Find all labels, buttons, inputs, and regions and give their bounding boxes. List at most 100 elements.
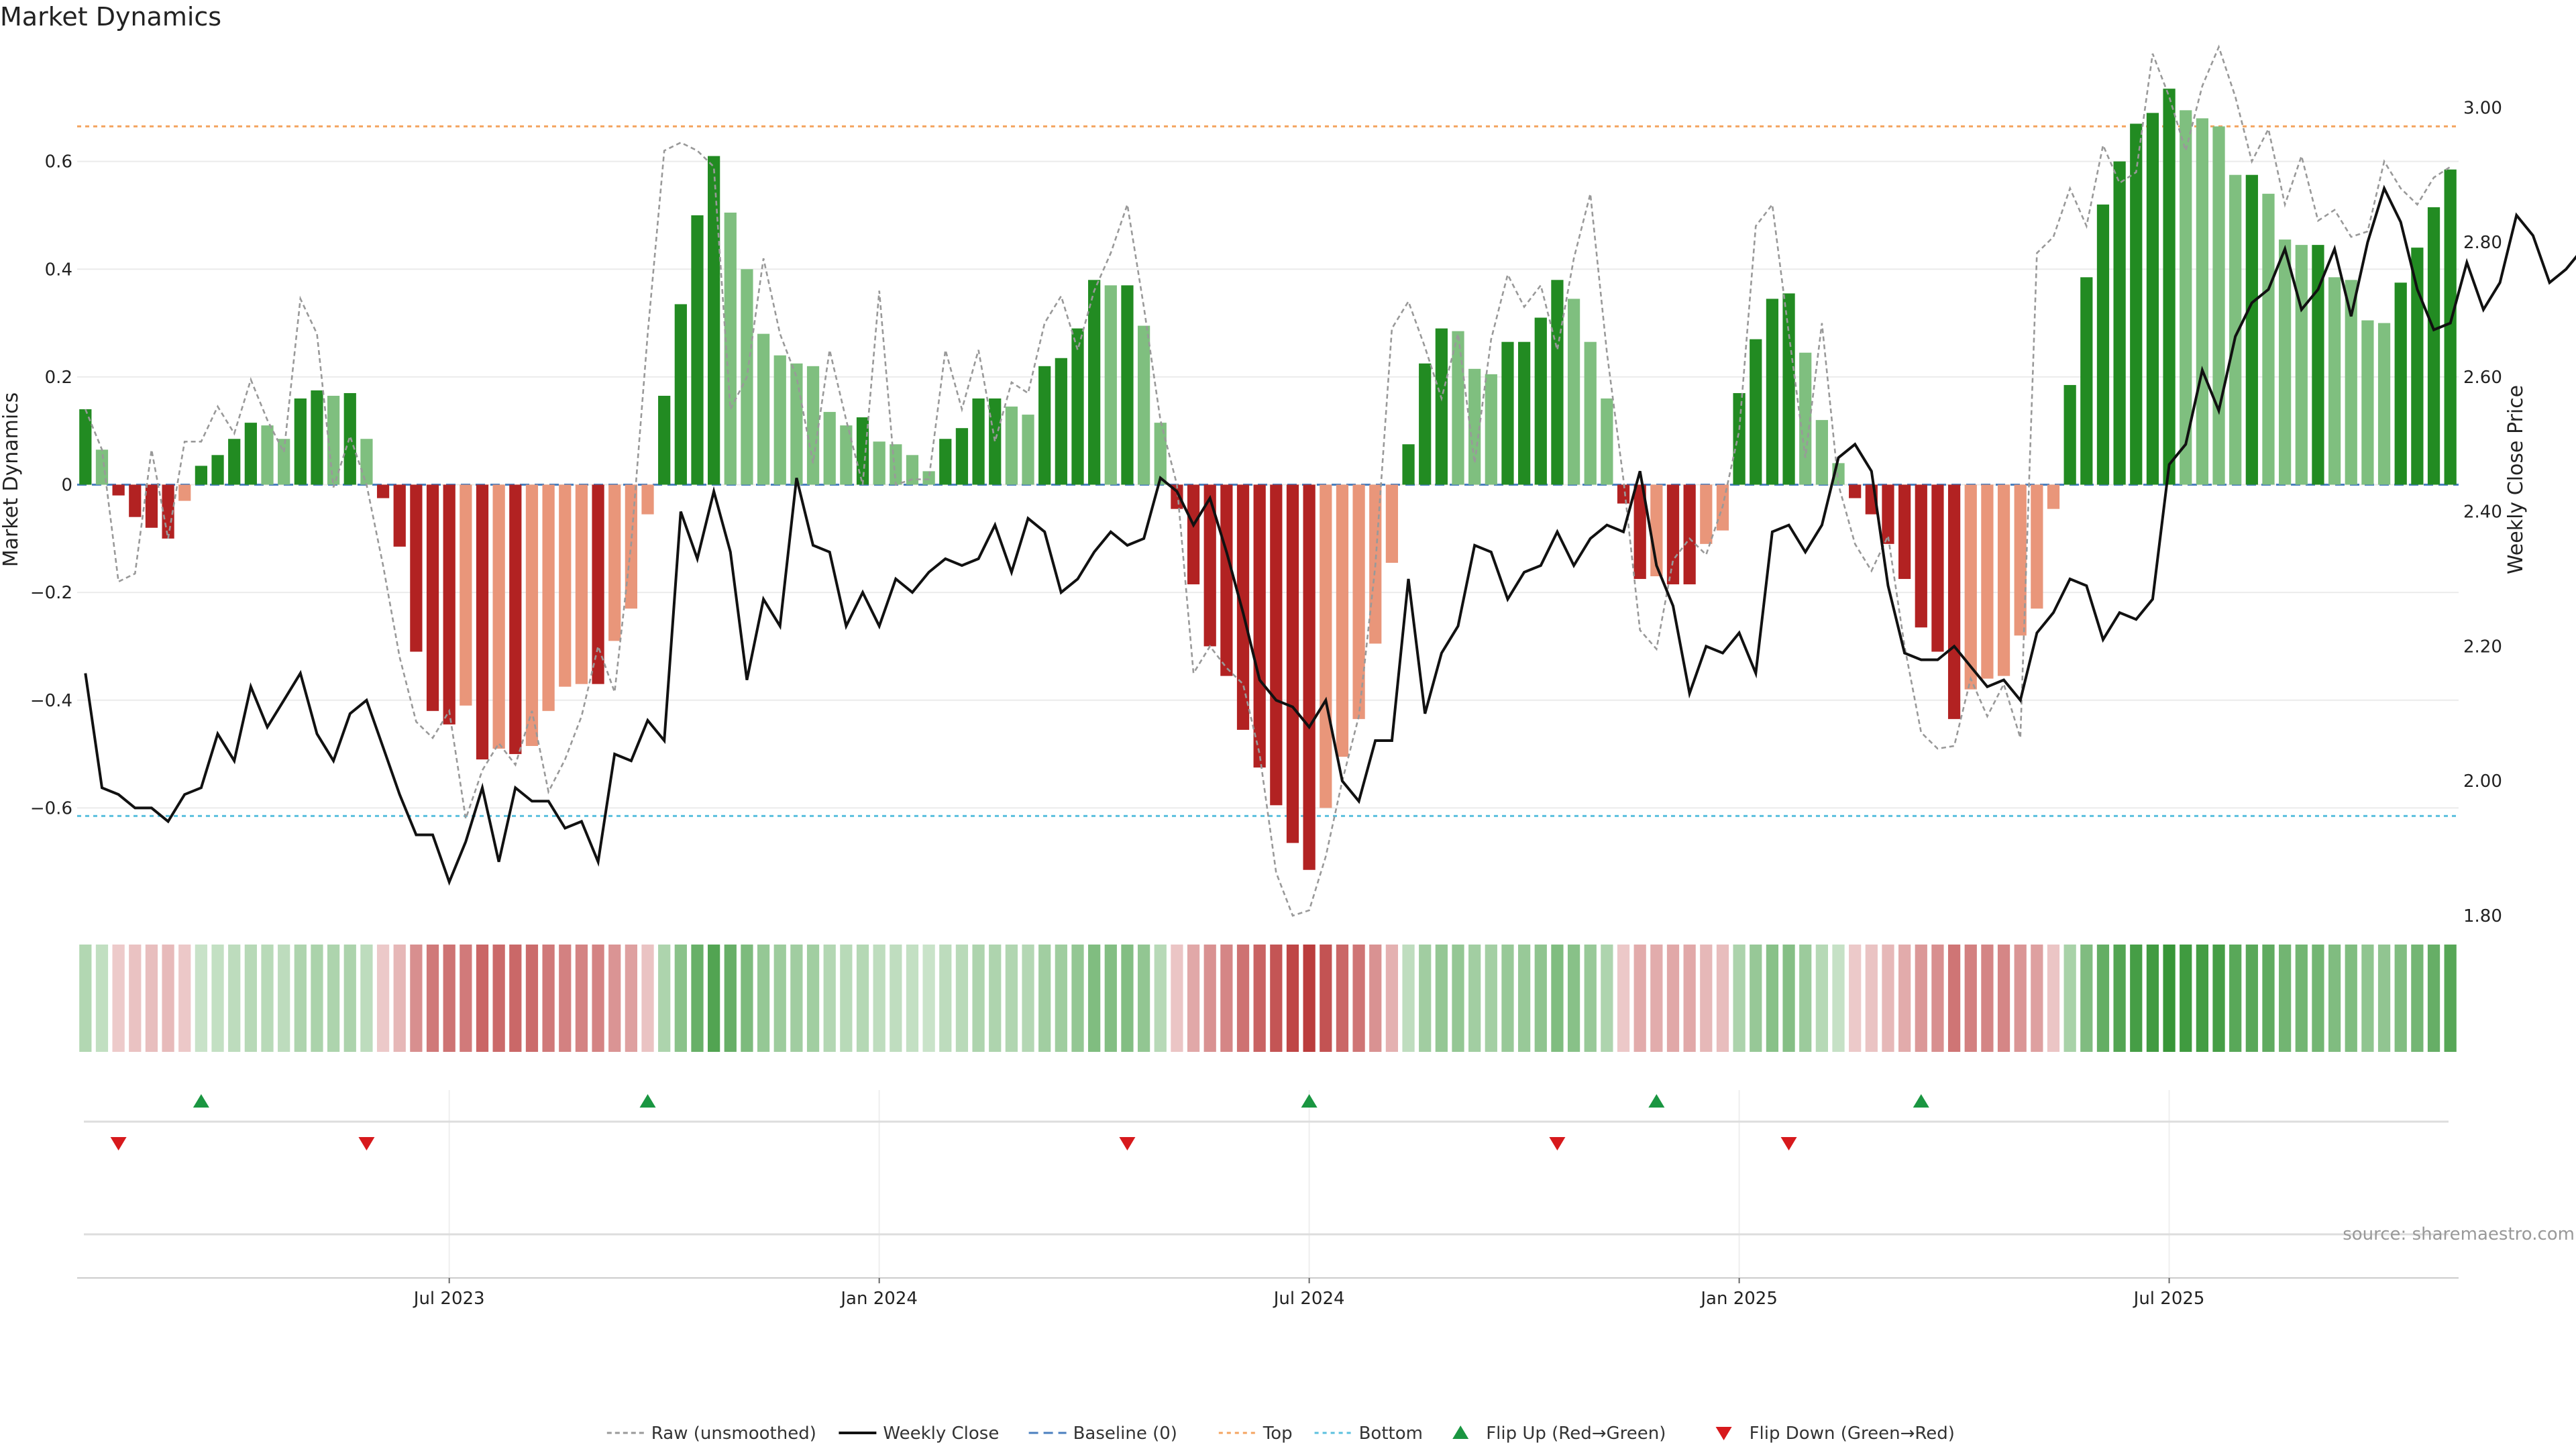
heat-cell-116 [1997, 945, 2010, 1052]
heat-cell-123 [2113, 945, 2126, 1052]
heat-cell-41 [757, 945, 770, 1052]
heat-cell-112 [1931, 945, 1944, 1052]
heat-cell-93 [1617, 945, 1630, 1052]
bar-72 [1270, 484, 1283, 806]
bar-141 [2411, 248, 2424, 485]
bar-19 [393, 484, 406, 547]
heat-cell-97 [1683, 945, 1696, 1052]
source-note: source: sharemaestro.com [2343, 1224, 2575, 1244]
heat-cell-143 [2444, 945, 2457, 1052]
x-axis-ticks: Jul 2023 Jan 2024 Jul 2024 Jan 2025 Jul 2025 [413, 1278, 2204, 1309]
bar-92 [1601, 398, 1613, 485]
x-tick-label-0: Jul 2023 [413, 1289, 485, 1309]
heat-cell-38 [708, 945, 720, 1052]
heat-cell-66 [1171, 945, 1183, 1052]
heat-cell-86 [1501, 945, 1514, 1052]
heat-cell-10 [244, 945, 257, 1052]
bar-59 [1055, 358, 1067, 485]
left-tick-label-2: −0.2 [30, 583, 72, 603]
heat-cell-74 [1303, 945, 1316, 1052]
left-tick-label-1: −0.4 [30, 691, 72, 711]
bar-49 [890, 444, 902, 485]
heat-cell-98 [1700, 945, 1713, 1052]
legend-item-flip_down: Flip Down (Green→Red) [1715, 1424, 1955, 1444]
heat-cell-0 [79, 945, 92, 1052]
bar-0 [79, 409, 92, 485]
heat-cell-16 [343, 945, 356, 1052]
flip-up-marker-2 [1301, 1094, 1318, 1108]
bar-18 [376, 484, 390, 498]
bar-89 [1551, 280, 1564, 485]
bar-26 [509, 484, 522, 755]
heat-cell-69 [1220, 945, 1233, 1052]
bar-93 [1617, 484, 1630, 504]
heat-cell-56 [1005, 945, 1018, 1052]
flip-down-marker-0 [110, 1137, 127, 1150]
bar-140 [2394, 282, 2407, 485]
bar-70 [1236, 484, 1250, 730]
raw-unsmoothed-line [85, 44, 2451, 917]
bar-17 [360, 439, 373, 485]
bar-109 [1882, 484, 1894, 544]
bar-42 [773, 355, 786, 485]
bar-123 [2113, 161, 2126, 485]
flip-down-marker-2 [1119, 1137, 1136, 1150]
bar-120 [2063, 384, 2076, 485]
bar-133 [2279, 239, 2292, 485]
bar-139 [2377, 323, 2391, 485]
heat-cell-11 [261, 945, 274, 1052]
heat-cell-32 [608, 945, 621, 1052]
bar-135 [2312, 245, 2324, 485]
heat-cell-131 [2245, 945, 2258, 1052]
heat-cell-87 [1517, 945, 1531, 1052]
heat-cell-33 [625, 945, 637, 1052]
heat-cell-52 [939, 945, 952, 1052]
heat-cell-44 [806, 945, 820, 1052]
right-tick-label-2: 2.20 [2463, 637, 2502, 657]
bar-134 [2295, 245, 2308, 485]
bar-102 [1766, 299, 1779, 485]
bar-4 [145, 484, 158, 528]
bar-10 [244, 423, 257, 485]
heat-cell-91 [1584, 945, 1597, 1052]
heat-cell-58 [1038, 945, 1051, 1052]
heat-cell-28 [542, 945, 555, 1052]
bar-121 [2080, 277, 2093, 485]
right-tick-label-5: 2.80 [2463, 233, 2502, 253]
heat-cell-88 [1534, 945, 1547, 1052]
heat-cell-115 [1981, 945, 1994, 1052]
heat-cell-68 [1203, 945, 1216, 1052]
bar-54 [972, 398, 985, 485]
bar-6 [178, 484, 191, 501]
bar-52 [939, 439, 952, 485]
heat-cell-107 [1849, 945, 1862, 1052]
bar-84 [1468, 368, 1481, 485]
heat-cell-117 [2014, 945, 2027, 1052]
heat-cell-82 [1435, 945, 1448, 1052]
bar-55 [989, 398, 1002, 485]
bar-31 [592, 484, 604, 684]
bar-32 [608, 484, 621, 641]
bar-12 [278, 439, 290, 485]
bar-9 [228, 439, 241, 485]
heat-cell-30 [575, 945, 588, 1052]
bar-118 [2031, 484, 2043, 609]
heat-cell-60 [1071, 945, 1084, 1052]
heat-cell-101 [1750, 945, 1762, 1052]
bar-79 [1385, 484, 1399, 563]
heat-cell-135 [2312, 945, 2324, 1052]
bar-128 [2196, 118, 2209, 485]
bar-107 [1849, 484, 1862, 498]
flip-up-marker-3 [1648, 1094, 1665, 1108]
heat-cell-95 [1650, 945, 1663, 1052]
flip-down-marker-4 [1780, 1137, 1797, 1150]
legend-label-close: Weekly Close [883, 1424, 999, 1444]
heat-cell-2 [112, 945, 125, 1052]
bar-20 [410, 484, 423, 652]
bar-24 [476, 484, 489, 760]
bar-38 [708, 156, 720, 485]
right-tick-label-3: 2.40 [2463, 502, 2502, 523]
bar-116 [1997, 484, 2010, 676]
legend-label-flip_up: Flip Up (Red→Green) [1486, 1424, 1666, 1444]
heat-cell-19 [393, 945, 406, 1052]
